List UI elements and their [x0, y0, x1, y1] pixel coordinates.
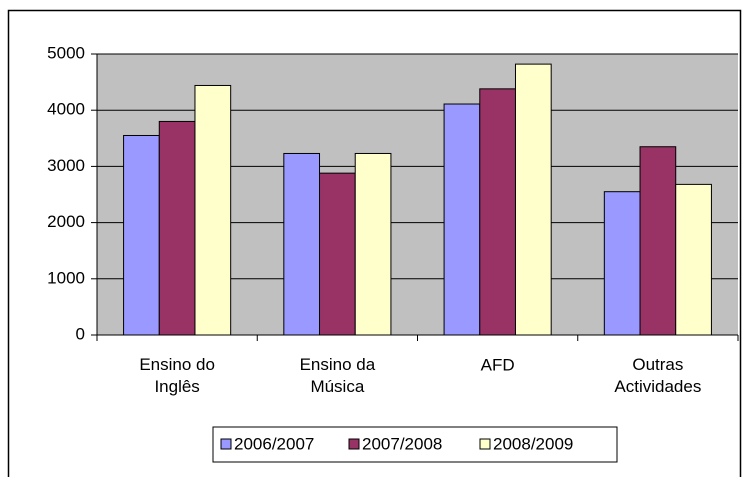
- legend-swatch: [479, 438, 491, 450]
- y-tick-label: 2000: [47, 212, 85, 231]
- x-tick-label: AFD: [481, 355, 515, 374]
- x-tick-label: Ensino do Inglês: [139, 355, 215, 396]
- bar: [319, 172, 356, 336]
- bar: [675, 183, 712, 336]
- bar: [354, 152, 392, 336]
- bar: [158, 120, 196, 336]
- legend-label: 2007/2008: [362, 434, 442, 453]
- bar: [194, 84, 232, 336]
- y-tick-label: 1000: [47, 268, 85, 287]
- legend-swatch: [220, 438, 232, 450]
- chart-border: [7, 9, 742, 477]
- bar: [514, 63, 552, 336]
- x-tick-label: Ensino da Música: [300, 355, 376, 396]
- y-tick-label: 0: [76, 324, 85, 343]
- bar: [639, 146, 677, 336]
- bar: [443, 103, 481, 336]
- bar: [603, 191, 641, 336]
- bar: [283, 152, 321, 336]
- bar: [123, 134, 160, 336]
- legend-swatch: [348, 438, 360, 450]
- x-tick-label: Outras Actividades: [614, 355, 701, 396]
- y-tick-label: 3000: [47, 156, 85, 175]
- y-tick-label: 4000: [47, 100, 85, 119]
- bar: [479, 88, 516, 336]
- y-tick-label: 5000: [47, 43, 85, 62]
- legend-label: 2008/2009: [493, 434, 573, 453]
- legend-label: 2006/2007: [234, 434, 314, 453]
- legend-box: [212, 426, 618, 463]
